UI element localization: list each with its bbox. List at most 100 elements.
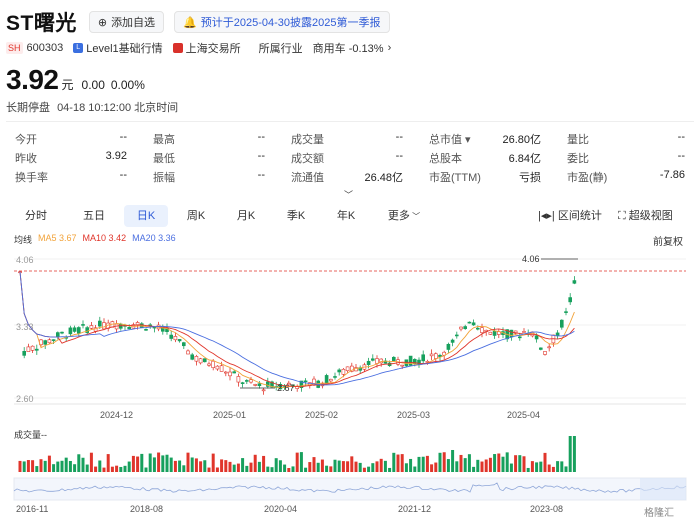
- volume-bar: [52, 464, 56, 472]
- volume-bar: [572, 436, 576, 472]
- overview-tick: 2016-11: [16, 504, 48, 514]
- tab-3[interactable]: 周K: [174, 205, 218, 227]
- ma-label: 均线: [14, 235, 33, 245]
- chevron-down-icon[interactable]: ﹀: [344, 190, 354, 200]
- tab-0[interactable]: 分时: [14, 205, 58, 227]
- stat-label[interactable]: 总市值 ▾: [429, 134, 471, 146]
- candle-body: [51, 339, 56, 341]
- industry-value-link[interactable]: 商用车 -0.13% ›: [313, 40, 392, 56]
- volume-bar: [535, 462, 539, 472]
- trade-status: 长期停盘 04-18 10:12:00 北京时间: [6, 99, 178, 115]
- volume-bar: [518, 455, 522, 472]
- candle-body: [98, 320, 102, 327]
- volume-bar: [509, 463, 513, 472]
- tab-7[interactable]: 更多 ﹀: [376, 205, 432, 227]
- stat-label: 振幅: [153, 172, 175, 184]
- tab-5[interactable]: 季K: [274, 205, 318, 227]
- volume-bar: [232, 464, 236, 472]
- tab-1[interactable]: 五日: [72, 205, 116, 227]
- volume-bar: [480, 461, 484, 472]
- volume-bar: [257, 461, 261, 472]
- stat-value: 26.48亿: [364, 172, 403, 184]
- candle-body: [282, 386, 287, 388]
- volume-bar: [157, 452, 161, 472]
- overview-window[interactable]: [640, 478, 686, 500]
- volume-bar: [278, 460, 282, 472]
- candle-body: [77, 327, 81, 334]
- bell-icon: 🔔: [183, 16, 197, 29]
- candle-body: [517, 336, 522, 339]
- candle-body: [123, 324, 127, 327]
- stat-label: 市盈(TTM): [429, 172, 481, 184]
- volume-bar: [316, 462, 320, 472]
- candle-body: [354, 367, 358, 372]
- interval-stats-button[interactable]: |◂▸| 区间统计: [538, 205, 602, 227]
- volume-bar: [199, 461, 203, 472]
- volume-bar: [56, 461, 60, 472]
- candle-body: [144, 329, 148, 331]
- candle-body: [421, 354, 426, 362]
- x-tick: 2025-04: [507, 410, 540, 420]
- industry-link[interactable]: 所属行业: [259, 40, 303, 56]
- tab-4[interactable]: 月K: [224, 205, 268, 227]
- candle-body: [114, 323, 119, 330]
- candle-body: [328, 378, 333, 382]
- overview-navigator[interactable]: [13, 477, 687, 501]
- adjust-mode-button[interactable]: 前复权: [653, 237, 683, 248]
- stat-value: --: [395, 150, 403, 162]
- candle-body: [190, 354, 194, 360]
- level-indicator[interactable]: L Level1基础行情: [73, 40, 163, 56]
- candle-body: [55, 332, 60, 337]
- candle-body: [265, 381, 270, 387]
- super-view-button[interactable]: ⛶ 超级视图: [618, 205, 673, 227]
- moving-averages-group: [19, 271, 575, 389]
- volume-bar: [539, 461, 543, 472]
- tab-6[interactable]: 年K: [324, 205, 368, 227]
- volume-bar: [346, 461, 350, 472]
- interval-label: 区间统计: [557, 210, 602, 222]
- candle-body: [152, 326, 157, 329]
- volume-bar: [304, 467, 308, 472]
- volume-bar: [371, 463, 375, 472]
- volume-bar: [274, 458, 278, 472]
- y-tick: 3.33: [16, 322, 34, 332]
- volume-bar: [404, 463, 408, 472]
- volume-bar: [442, 452, 446, 472]
- stat-value: --: [119, 131, 127, 143]
- volume-bar: [299, 452, 303, 472]
- stat-cell: 换手率 --: [15, 169, 127, 184]
- volume-bar: [388, 467, 392, 472]
- tab-2[interactable]: 日K: [124, 205, 168, 227]
- candle-body: [366, 360, 371, 365]
- candle-body: [119, 323, 123, 329]
- candle-body: [459, 326, 463, 330]
- y-tick: 4.06: [16, 255, 34, 265]
- exchange-label: 上海交易所: [185, 43, 241, 55]
- volume-bar: [18, 460, 22, 472]
- candle-body: [85, 327, 89, 333]
- stat-cell: 量比 --: [567, 131, 685, 146]
- volume-bar: [568, 436, 572, 472]
- stat-label: 总股本: [429, 153, 462, 165]
- candle-body: [538, 347, 543, 350]
- candles-group: [18, 271, 577, 395]
- add-watchlist-button[interactable]: ⊕ 添加自选: [88, 11, 165, 33]
- volume-bar: [253, 454, 257, 472]
- stat-value: --: [257, 169, 265, 181]
- volume-bar: [241, 458, 245, 472]
- volume-bar: [224, 460, 228, 472]
- china-flag-icon: [172, 43, 183, 53]
- stat-label: 委比: [567, 153, 589, 165]
- stock-subheader: SH 600303 L Level1基础行情 上海交易所 所属行业 商用车 -0.…: [6, 40, 391, 56]
- stat-label: 流通值: [291, 172, 324, 184]
- candle-body: [232, 371, 236, 374]
- candle-body: [60, 331, 64, 334]
- candle-body: [245, 380, 249, 382]
- ma10-legend: MA10 3.42: [82, 233, 127, 243]
- forecast-notice[interactable]: 🔔 预计于2025-04-30披露2025第一季报: [174, 11, 390, 33]
- candle-body: [543, 351, 547, 355]
- volume-bar: [564, 466, 568, 472]
- stock-code: 600303: [26, 42, 64, 54]
- volume-bar: [308, 462, 312, 472]
- stat-value: --: [677, 131, 685, 143]
